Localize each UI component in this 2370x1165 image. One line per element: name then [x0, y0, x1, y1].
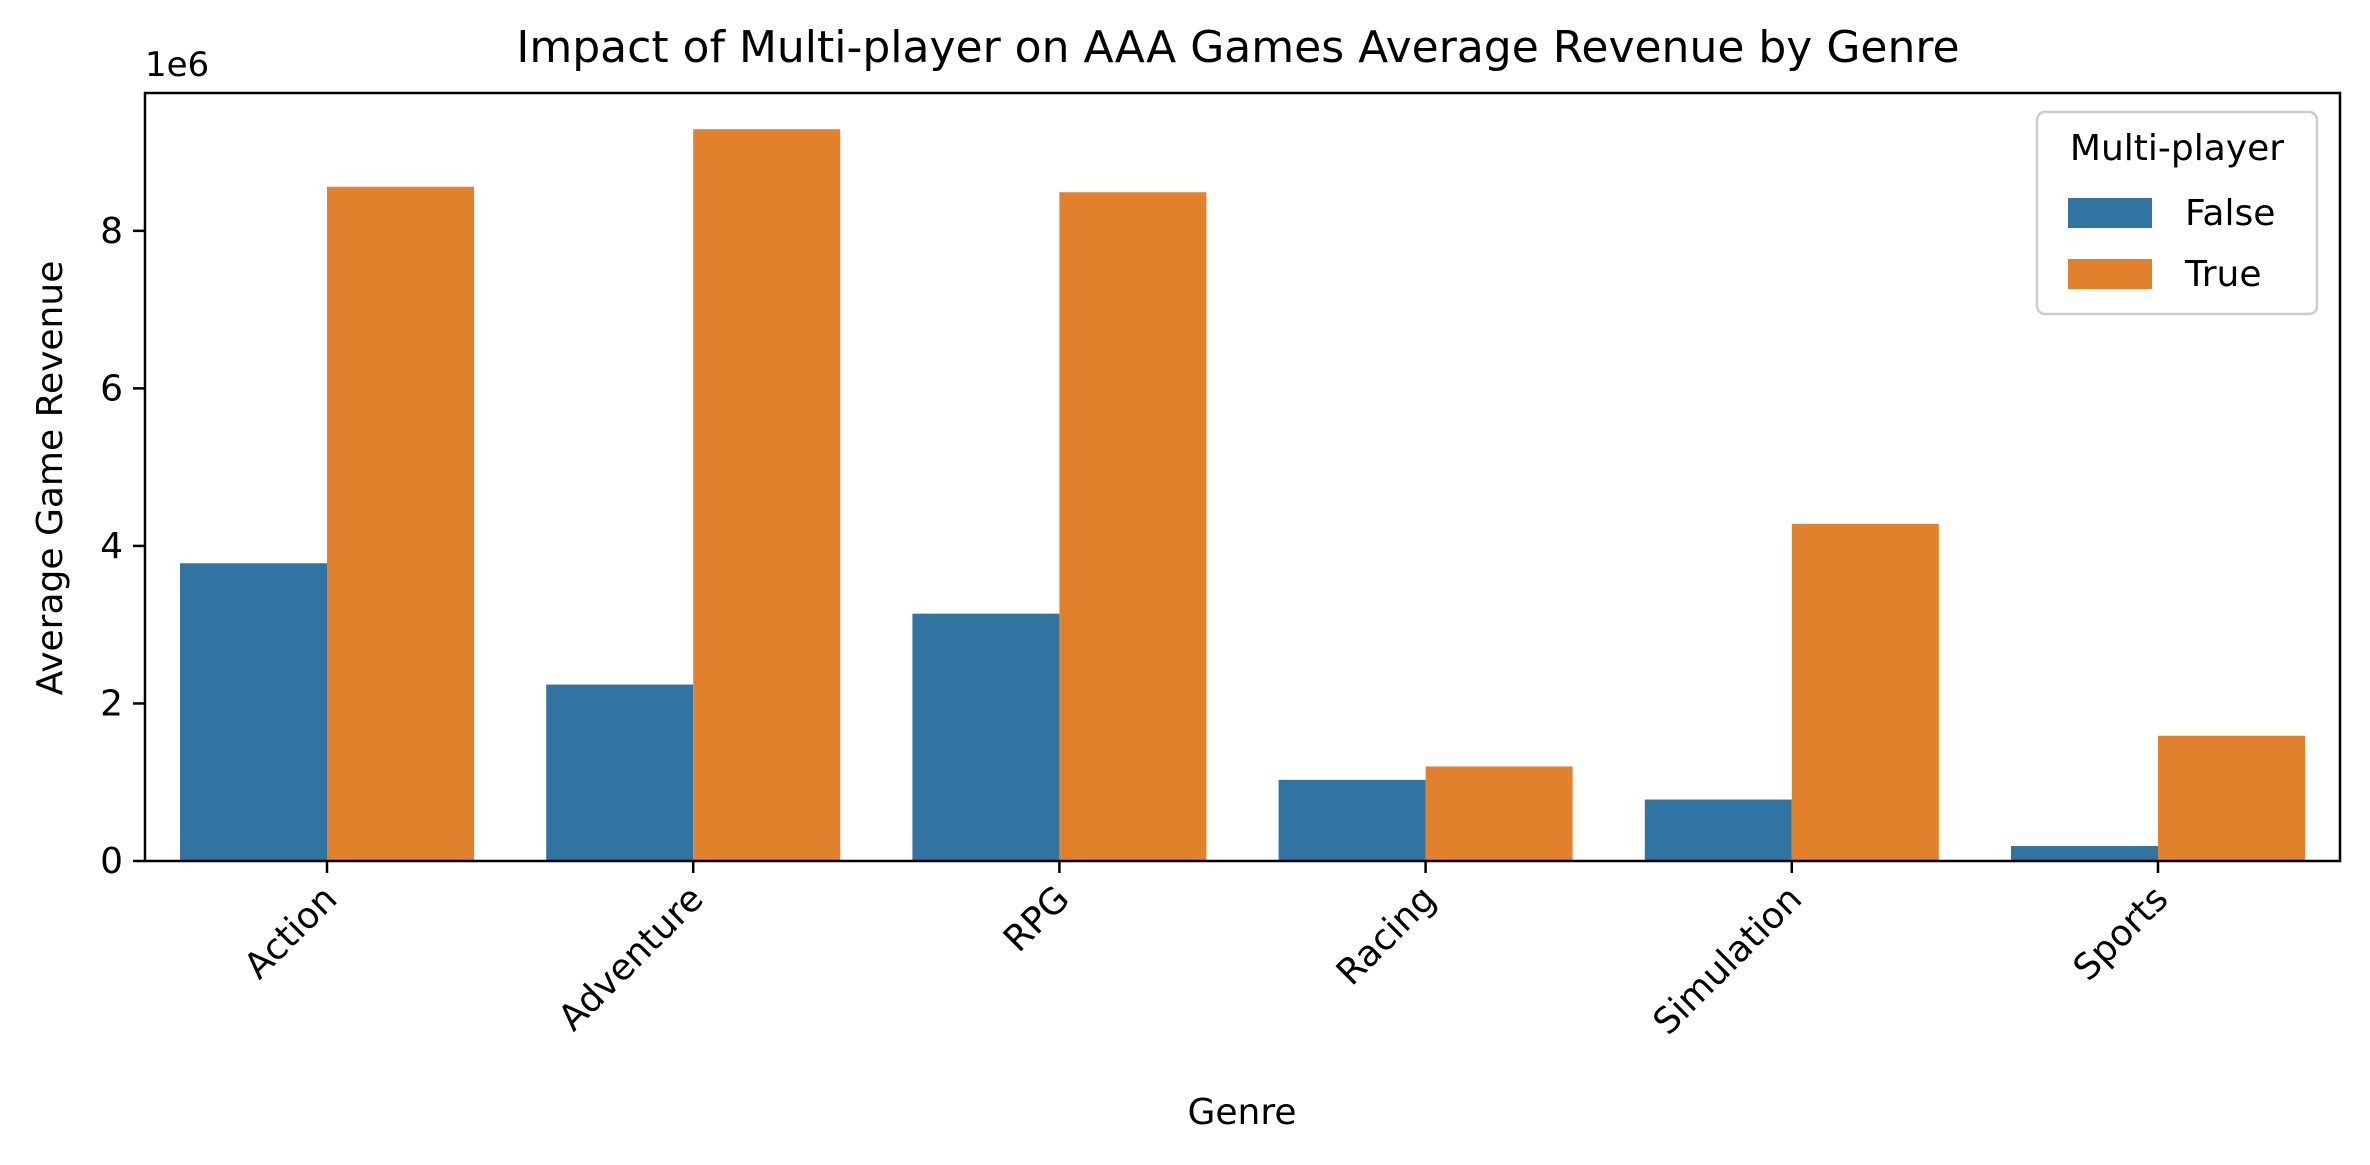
- plot-frame: [143, 91, 2342, 863]
- bar-rpg-true: [1059, 192, 1207, 861]
- y-axis-label: Average Game Revenue: [30, 261, 71, 696]
- legend-swatch-false: [2068, 198, 2152, 228]
- bar-simulation-false: [1644, 799, 1792, 861]
- bar-action-false: [180, 563, 327, 861]
- bar-racing-false: [1278, 779, 1426, 861]
- legend-swatch-true: [2068, 259, 2152, 289]
- bar-adventure-true: [693, 129, 841, 862]
- bar-adventure-false: [546, 684, 694, 861]
- y-tick-label: 2: [100, 683, 123, 724]
- y-ticks-layer: 0 2 4 6 8: [100, 211, 145, 882]
- y-tick-label: 0: [100, 841, 123, 882]
- x-tick-label: Action: [237, 878, 346, 987]
- y-offset-label: 1e6: [145, 45, 209, 85]
- bar-racing-true: [1425, 766, 1573, 861]
- x-tick-label: Racing: [1329, 878, 1444, 993]
- x-tick-label: Simulation: [1646, 878, 1811, 1043]
- x-tick-label: Adventure: [551, 878, 712, 1039]
- legend-label-true: True: [2184, 254, 2261, 295]
- legend-title: Multi-player: [2070, 128, 2284, 169]
- bars-layer: [180, 129, 2305, 862]
- legend: Multi-player False True: [2035, 110, 2319, 316]
- bar-simulation-true: [1791, 523, 1939, 861]
- bar-rpg-false: [912, 613, 1060, 861]
- x-tick-label: RPG: [996, 878, 1078, 960]
- bar-sports-true: [2158, 735, 2305, 861]
- x-axis-label: Genre: [1187, 1092, 1296, 1133]
- bar-action-true: [327, 186, 474, 862]
- chart-title: Impact of Multi-player on AAA Games Aver…: [516, 22, 1959, 73]
- y-tick-label: 4: [100, 526, 123, 567]
- legend-label-false: False: [2185, 193, 2275, 234]
- bar-sports-false: [2011, 846, 2158, 861]
- x-ticks-layer: Action Adventure RPG Racing Simulation Sports: [237, 861, 2177, 1043]
- x-tick-label: Sports: [2066, 878, 2177, 989]
- y-tick-label: 6: [100, 368, 123, 409]
- y-tick-label: 8: [100, 211, 123, 252]
